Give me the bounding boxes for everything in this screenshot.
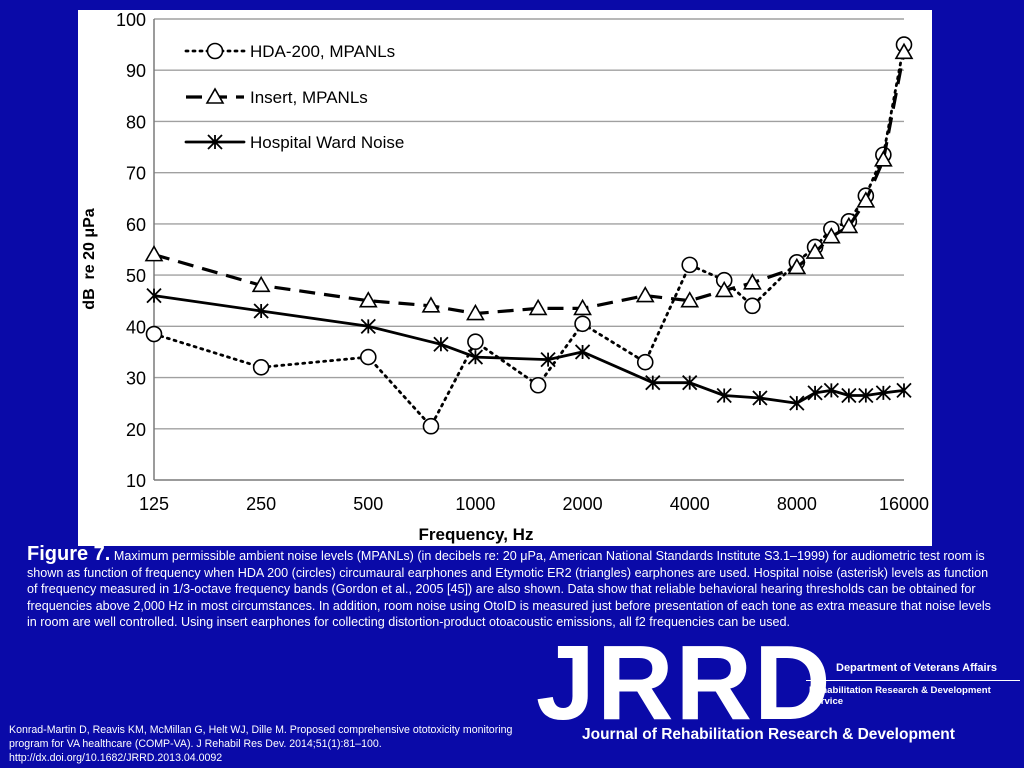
citation: Konrad-Martin D, Reavis KM, McMillan G, … bbox=[9, 724, 513, 764]
data-point-s2-14 bbox=[821, 227, 841, 244]
y-tick-label-90: 90 bbox=[126, 61, 146, 81]
y-tick-label-60: 60 bbox=[126, 215, 146, 235]
data-point-s1-4 bbox=[422, 417, 440, 435]
data-point-s2-13 bbox=[805, 242, 825, 259]
x-tick-label-2000: 2000 bbox=[563, 494, 603, 514]
x-tick-label-1000: 1000 bbox=[455, 494, 495, 514]
x-tick-label-16000: 16000 bbox=[879, 494, 929, 514]
data-point-s1-2 bbox=[252, 359, 270, 376]
legend: HDA-200, MPANLs Insert, MPANLs Hospital Wa… bbox=[184, 42, 404, 152]
data-point-s3-14 bbox=[823, 382, 839, 398]
legend-label-2: Insert, MPANLs bbox=[250, 88, 368, 107]
y-tick-label-80: 80 bbox=[126, 112, 146, 132]
data-point-s2-8 bbox=[635, 285, 655, 303]
data-point-s2-11 bbox=[743, 273, 762, 290]
data-point-s3-3 bbox=[360, 318, 376, 334]
data-point-s3-13 bbox=[807, 385, 823, 401]
data-point-s2-12 bbox=[787, 257, 807, 275]
y-axis-label: dB re 20 μPa bbox=[81, 208, 98, 309]
data-point-s2-4 bbox=[421, 296, 441, 313]
data-point-s2-9 bbox=[680, 291, 700, 308]
data-point-s1-8 bbox=[636, 353, 654, 371]
data-point-s3-12 bbox=[789, 395, 805, 411]
data-point-s3-17 bbox=[875, 385, 891, 401]
figure-label: Figure 7. bbox=[27, 543, 111, 565]
x-tick-label-4000: 4000 bbox=[670, 494, 710, 514]
x-tick-label-500: 500 bbox=[353, 494, 383, 514]
y-tick-label-10: 10 bbox=[126, 471, 146, 491]
data-point-s1-3 bbox=[359, 348, 377, 366]
grid-lines bbox=[154, 18, 904, 430]
data-point-s3-6 bbox=[540, 351, 556, 368]
legend-label-3: Hospital Ward Noise bbox=[250, 133, 404, 152]
data-point-s3-18 bbox=[896, 382, 912, 398]
audiogram-chart: 10 20 30 40 50 60 70 80 90 100 125 250 500 1000 2000 40… bbox=[81, 10, 929, 544]
y-tick-label-70: 70 bbox=[126, 164, 146, 184]
y-tick-label-100: 100 bbox=[116, 10, 146, 30]
data-point-s3-9 bbox=[682, 375, 698, 391]
x-tick-label-8000: 8000 bbox=[777, 494, 817, 514]
data-point-s2-7 bbox=[573, 298, 592, 316]
service-name: Rehabilitation Research & Development Se… bbox=[809, 685, 991, 707]
data-point-s2-1 bbox=[144, 245, 164, 262]
data-point-s3-1 bbox=[146, 287, 162, 304]
legend-marker-3 bbox=[207, 134, 223, 150]
data-point-s1-7 bbox=[574, 315, 591, 333]
department-name: Department of Veterans Affairs bbox=[836, 662, 997, 674]
data-point-s3-7 bbox=[574, 344, 591, 360]
x-tick-label-125: 125 bbox=[139, 494, 169, 514]
data-point-s2-17 bbox=[873, 150, 893, 167]
data-point-s2-10 bbox=[714, 280, 734, 298]
data-point-s3-16 bbox=[858, 387, 874, 404]
data-point-s3-11 bbox=[752, 390, 768, 406]
data-point-s1-6 bbox=[529, 376, 547, 394]
data-point-s2-15 bbox=[839, 216, 859, 234]
jrrd-logo: JRRD bbox=[536, 624, 833, 742]
y-tick-label-20: 20 bbox=[126, 420, 146, 440]
data-point-s3-10 bbox=[716, 387, 732, 404]
data-point-s3-4 bbox=[433, 336, 449, 352]
caption-text: Maximum permissible ambient noise levels… bbox=[27, 549, 991, 630]
x-axis-label: Frequency, Hz bbox=[419, 525, 534, 544]
legend-marker-2 bbox=[205, 87, 225, 104]
data-point-s1-9 bbox=[681, 256, 699, 274]
legend-label-1: HDA-200, MPANLs bbox=[250, 42, 395, 61]
data-point-s3-5 bbox=[467, 349, 484, 365]
data-point-s2-16 bbox=[856, 191, 876, 208]
figure-caption: Figure 7. Maximum permissible ambient no… bbox=[27, 543, 1002, 631]
y-tick-label-30: 30 bbox=[126, 369, 146, 389]
data-point-s2-3 bbox=[358, 291, 378, 308]
data-point-s2-2 bbox=[251, 275, 271, 293]
x-tick-label-250: 250 bbox=[246, 494, 276, 514]
data-point-s3-15 bbox=[841, 387, 857, 404]
chart-panel: 10 20 30 40 50 60 70 80 90 100 125 250 500 1000 2000 40… bbox=[78, 10, 932, 546]
journal-name: Journal of Rehabilitation Research & Dev… bbox=[582, 726, 955, 743]
series-2 bbox=[144, 42, 914, 321]
y-tick-label-40: 40 bbox=[126, 317, 146, 337]
legend-marker-1 bbox=[206, 42, 224, 60]
data-point-s3-8 bbox=[645, 375, 661, 391]
series-layer bbox=[144, 36, 914, 435]
series-line-3 bbox=[152, 294, 906, 405]
data-point-s2-18 bbox=[894, 42, 914, 60]
data-point-s1-11 bbox=[744, 297, 761, 315]
data-point-s2-5 bbox=[466, 303, 485, 321]
series-3 bbox=[146, 287, 912, 411]
data-point-s1-5 bbox=[467, 333, 484, 351]
y-tick-label-50: 50 bbox=[126, 266, 146, 286]
axes: 10 20 30 40 50 60 70 80 90 100 125 250 500 1000 2000 40… bbox=[116, 10, 929, 514]
divider bbox=[806, 680, 1020, 681]
data-point-s3-2 bbox=[253, 303, 269, 319]
data-point-s1-1 bbox=[145, 325, 163, 343]
data-point-s2-6 bbox=[528, 298, 548, 316]
